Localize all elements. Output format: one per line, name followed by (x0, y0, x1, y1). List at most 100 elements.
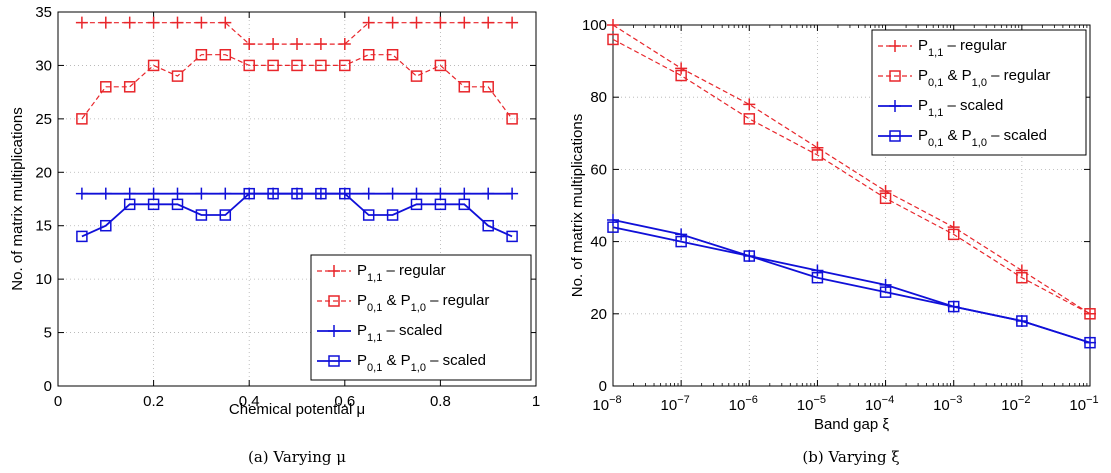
series-2 (607, 213, 1096, 349)
data-point (879, 185, 892, 198)
data-point (506, 16, 519, 29)
data-point (123, 81, 136, 93)
data-point (458, 81, 471, 93)
data-point (458, 198, 471, 211)
y-tick-label: 80 (590, 89, 607, 106)
data-point (171, 16, 184, 29)
data-point (947, 300, 960, 313)
data-point (147, 198, 160, 211)
data-point (195, 16, 208, 29)
data-point (458, 16, 471, 29)
data-point (314, 38, 327, 51)
legend-entry: P0,1 & P1,0 – scaled (357, 352, 486, 374)
data-point (410, 70, 423, 82)
data-point (506, 113, 518, 125)
data-point (879, 286, 892, 298)
data-point (243, 187, 255, 200)
data-point (675, 62, 688, 75)
series-line (612, 226, 1091, 344)
data-point (99, 16, 112, 29)
data-point (743, 250, 756, 262)
y-axis-label: No. of matrix multiplications (9, 107, 26, 290)
data-point (219, 48, 232, 61)
data-point (315, 187, 327, 200)
data-point (410, 198, 423, 211)
data-point (195, 209, 208, 221)
legend-marker (328, 295, 340, 307)
data-point (362, 187, 375, 200)
y-tick-label: 20 (590, 306, 607, 323)
y-tick-label: 5 (44, 325, 52, 342)
series-line (81, 54, 513, 120)
legend-marker (889, 70, 901, 82)
y-tick-label: 40 (590, 234, 607, 251)
legend-box (310, 254, 532, 381)
x-tick-label: 10−7 (661, 394, 690, 414)
data-point (947, 221, 960, 234)
data-point (879, 192, 892, 205)
data-point (147, 187, 160, 200)
x-axis-label: Band gap ξ (814, 416, 889, 433)
data-point (607, 33, 619, 46)
data-point (386, 16, 399, 29)
legend-entry: P0,1 & P1,0 – regular (357, 292, 489, 314)
legend-marker (328, 265, 340, 277)
data-point (75, 187, 88, 200)
data-point (743, 98, 756, 111)
chart-caption: (a) Varying μ (248, 448, 346, 466)
legend-marker (328, 325, 340, 337)
y-tick-label: 35 (35, 4, 52, 21)
data-point (100, 81, 112, 93)
x-tick-label: 10−5 (797, 394, 826, 414)
data-point (607, 221, 619, 233)
legend-entry: P1,1 – scaled (918, 97, 1003, 119)
data-point (243, 59, 255, 72)
data-point (362, 48, 375, 61)
data-point (123, 198, 136, 211)
data-point (607, 213, 619, 226)
data-point (291, 187, 303, 200)
plot-frame (612, 24, 1091, 387)
x-tick-label: 1 (532, 393, 540, 410)
data-point (458, 187, 471, 200)
y-tick-label: 15 (35, 218, 52, 235)
data-point (811, 271, 824, 284)
data-point (811, 149, 824, 161)
legend: P1,1 – regular P0,1 & P1,0 – regular P1,1 … (871, 29, 1087, 156)
x-axis-label: Chemical potential μ (229, 401, 365, 418)
plot-frame (57, 11, 537, 387)
data-point (506, 230, 518, 243)
data-point (482, 219, 494, 232)
series-3 (76, 187, 518, 243)
data-point (947, 228, 960, 241)
legend-entry: P0,1 & P1,0 – scaled (918, 127, 1047, 149)
data-point (291, 59, 303, 72)
data-point (607, 19, 619, 31)
data-point (434, 16, 447, 29)
series-line (81, 192, 513, 238)
data-point (171, 187, 184, 200)
legend-marker (328, 355, 340, 367)
data-point (1084, 336, 1096, 349)
x-tick-label: 0.6 (334, 393, 355, 410)
x-tick-label: 10−6 (729, 394, 758, 414)
data-point (362, 209, 375, 221)
y-tick-label: 60 (590, 161, 607, 178)
data-point (339, 59, 351, 72)
legend-entry: P0,1 & P1,0 – regular (918, 67, 1050, 89)
data-point (99, 187, 112, 200)
series-line (612, 219, 1091, 344)
data-point (76, 113, 88, 125)
x-tick-label: 10−3 (933, 394, 962, 414)
data-point (147, 16, 160, 29)
data-point (75, 16, 88, 29)
x-tick-label: 0.2 (143, 393, 164, 410)
data-point (434, 59, 447, 72)
y-tick-label: 0 (599, 378, 607, 395)
data-point (123, 16, 136, 29)
legend-entry: P1,1 – scaled (357, 322, 442, 344)
x-tick-label: 10−8 (592, 394, 621, 414)
data-point (410, 16, 423, 29)
